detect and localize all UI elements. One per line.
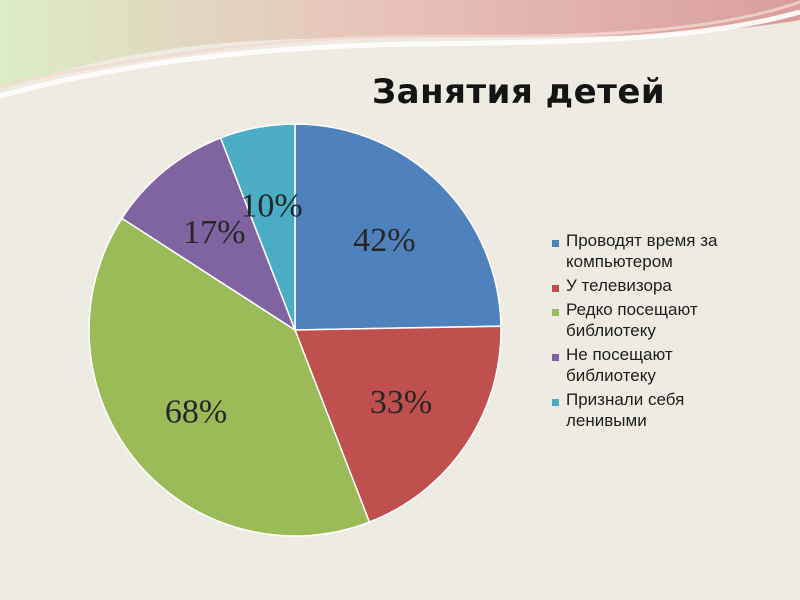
legend-item: У телевизора (552, 275, 792, 296)
slice-data-label: 10% (240, 187, 302, 224)
pie-slice (120, 136, 297, 332)
legend-swatch (552, 309, 559, 316)
legend-swatch (552, 354, 559, 361)
slice-data-label: 17% (183, 214, 245, 251)
legend-label: Признали себя ленивыми (566, 390, 685, 430)
legend-label: Проводят время за компьютером (566, 231, 718, 271)
pie-slice (294, 123, 502, 331)
slice-data-label: 33% (370, 384, 432, 421)
legend-label: Не посещают библиотеку (566, 345, 673, 385)
chart-legend: Проводят время за компьютером У телевизор… (552, 230, 792, 434)
slice-data-label: 42% (353, 222, 415, 259)
pie-slice (219, 123, 296, 331)
legend-item: Не посещают библиотеку (552, 344, 792, 386)
legend-item: Признали себя ленивыми (552, 389, 792, 431)
legend-swatch (552, 240, 559, 247)
legend-label: Редко посещают библиотеку (566, 300, 698, 340)
legend-item: Проводят время за компьютером (552, 230, 792, 272)
pie-slice (293, 325, 502, 524)
slice-data-label: 68% (165, 394, 227, 431)
legend-item: Редко посещают библиотеку (552, 299, 792, 341)
legend-swatch (552, 285, 559, 292)
pie-slice (88, 217, 371, 537)
legend-swatch (552, 399, 559, 406)
chart-title: Занятия детей (372, 72, 666, 112)
legend-label: У телевизора (566, 276, 672, 295)
